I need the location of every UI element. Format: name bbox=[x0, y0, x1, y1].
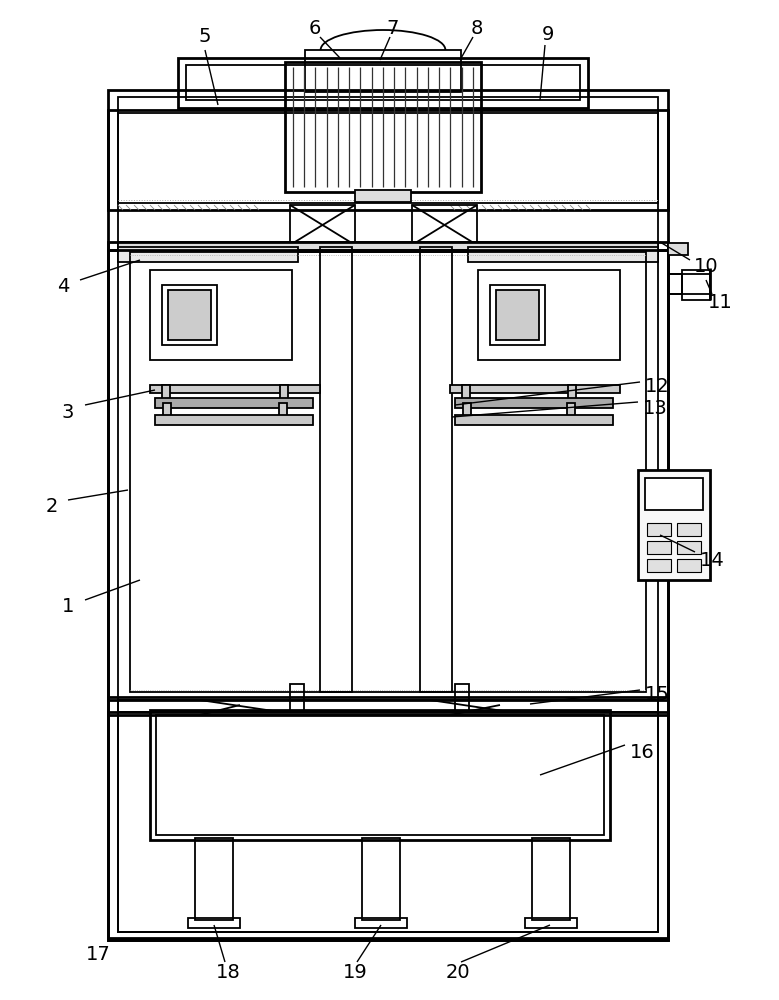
Bar bbox=[162, 385, 170, 400]
Bar bbox=[130, 252, 646, 692]
Bar bbox=[155, 398, 313, 408]
Bar bbox=[420, 247, 452, 692]
Bar bbox=[355, 190, 411, 202]
Bar bbox=[118, 242, 658, 252]
Bar bbox=[290, 205, 355, 245]
Bar bbox=[647, 523, 671, 536]
Bar bbox=[462, 385, 470, 400]
Text: 15: 15 bbox=[644, 686, 669, 704]
Bar bbox=[638, 470, 710, 580]
Text: 12: 12 bbox=[645, 377, 669, 396]
Bar bbox=[186, 65, 580, 100]
Bar bbox=[156, 715, 604, 835]
Bar bbox=[118, 712, 658, 932]
Bar bbox=[647, 559, 671, 572]
Bar bbox=[677, 541, 701, 554]
Text: 7: 7 bbox=[387, 18, 399, 37]
Bar bbox=[108, 242, 668, 250]
Text: 14: 14 bbox=[700, 550, 724, 570]
Bar bbox=[682, 270, 710, 300]
Bar bbox=[108, 110, 668, 210]
Bar bbox=[668, 274, 682, 294]
Bar bbox=[450, 385, 620, 393]
Bar bbox=[362, 838, 400, 920]
Bar bbox=[279, 403, 287, 418]
Bar bbox=[496, 290, 539, 340]
Text: 6: 6 bbox=[308, 18, 321, 37]
Bar bbox=[150, 385, 320, 393]
Text: 3: 3 bbox=[62, 402, 74, 422]
Bar bbox=[163, 403, 171, 418]
Text: 13: 13 bbox=[643, 398, 668, 418]
Bar bbox=[168, 290, 211, 340]
Bar bbox=[280, 385, 288, 400]
Text: 10: 10 bbox=[693, 257, 718, 276]
Text: 20: 20 bbox=[446, 962, 471, 982]
Bar bbox=[108, 250, 668, 700]
Bar bbox=[178, 58, 588, 108]
Bar bbox=[455, 398, 613, 408]
Bar bbox=[320, 247, 352, 692]
Bar bbox=[108, 712, 668, 940]
Bar bbox=[108, 90, 668, 940]
Bar bbox=[463, 403, 471, 418]
Bar bbox=[150, 710, 610, 840]
Text: 9: 9 bbox=[542, 25, 554, 44]
Text: 5: 5 bbox=[199, 27, 211, 46]
Bar bbox=[118, 247, 298, 262]
Bar bbox=[468, 247, 658, 262]
Text: 4: 4 bbox=[57, 277, 69, 296]
Bar bbox=[490, 285, 545, 345]
Bar bbox=[568, 385, 576, 400]
Bar bbox=[305, 50, 461, 92]
Text: 18: 18 bbox=[216, 962, 241, 982]
Bar bbox=[668, 243, 688, 255]
Bar bbox=[150, 270, 292, 360]
Bar bbox=[647, 541, 671, 554]
Bar bbox=[355, 918, 407, 928]
Bar bbox=[525, 918, 577, 928]
Bar bbox=[290, 684, 304, 712]
Bar bbox=[532, 838, 570, 920]
Bar bbox=[195, 838, 233, 920]
Bar bbox=[285, 62, 481, 192]
Bar bbox=[162, 285, 217, 345]
Bar bbox=[645, 478, 703, 510]
Bar bbox=[412, 205, 477, 245]
Bar bbox=[455, 684, 469, 712]
Text: 2: 2 bbox=[46, 497, 58, 516]
Bar bbox=[118, 113, 658, 203]
Text: 8: 8 bbox=[471, 18, 483, 37]
Bar bbox=[478, 270, 620, 360]
Bar bbox=[188, 918, 240, 928]
Bar bbox=[108, 697, 668, 715]
Text: 1: 1 bbox=[62, 597, 74, 616]
Text: 19: 19 bbox=[343, 962, 368, 982]
Bar bbox=[155, 415, 313, 425]
Bar bbox=[118, 97, 658, 932]
Bar bbox=[677, 523, 701, 536]
Bar bbox=[455, 415, 613, 425]
Bar bbox=[677, 559, 701, 572]
Bar bbox=[567, 403, 575, 418]
Text: 17: 17 bbox=[86, 946, 111, 964]
Text: 11: 11 bbox=[707, 292, 732, 312]
Text: 16: 16 bbox=[629, 742, 654, 762]
Bar bbox=[118, 700, 658, 712]
